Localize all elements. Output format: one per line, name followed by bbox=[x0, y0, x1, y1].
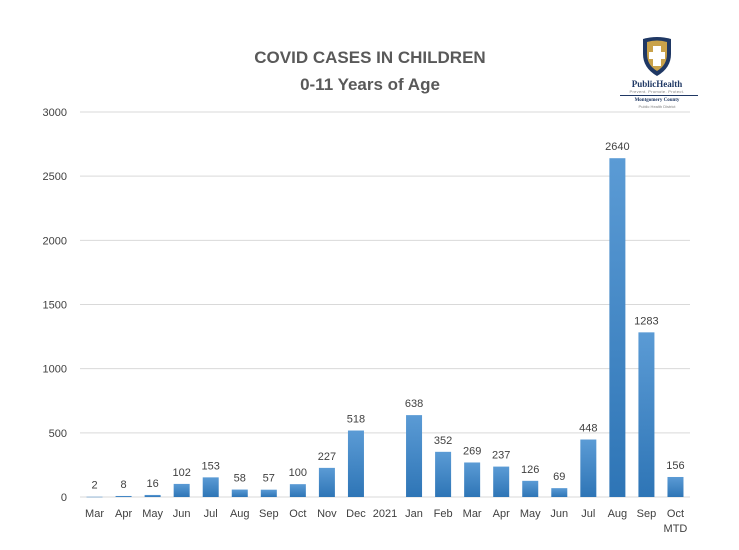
x-tick-label: Aug bbox=[230, 508, 250, 520]
bar bbox=[551, 488, 568, 497]
data-label: 448 bbox=[579, 423, 597, 435]
logo-district: Public Health District bbox=[638, 104, 676, 109]
data-label: 102 bbox=[172, 467, 190, 479]
chart-title-line1: COVID CASES IN CHILDREN bbox=[254, 48, 486, 67]
x-tick-label: Sep bbox=[259, 508, 279, 520]
x-tick-label: May bbox=[520, 508, 541, 520]
x-tick-label: Mar bbox=[85, 508, 104, 520]
x-tick-label: 2021 bbox=[373, 508, 397, 520]
bar bbox=[435, 451, 452, 497]
bar bbox=[493, 466, 510, 497]
y-axis-ticks: 0 500 1000 1500 2000 2500 3000 bbox=[43, 107, 67, 504]
data-label: 227 bbox=[318, 451, 336, 463]
bar bbox=[638, 332, 655, 497]
bar bbox=[464, 462, 481, 497]
x-tick-label: Oct bbox=[289, 508, 306, 520]
x-tick-label: Mar bbox=[463, 508, 482, 520]
bar bbox=[347, 430, 364, 497]
data-label: 153 bbox=[202, 460, 220, 472]
gridlines bbox=[80, 111, 690, 498]
data-label: 638 bbox=[405, 398, 423, 410]
x-tick-label: Apr bbox=[115, 508, 132, 520]
x-tick-sublabel: MTD bbox=[664, 523, 688, 535]
bar bbox=[144, 494, 161, 497]
chart-title-line2: 0-11 Years of Age bbox=[300, 75, 440, 94]
x-tick-label: May bbox=[142, 508, 163, 520]
y-tick-label: 2000 bbox=[43, 235, 67, 247]
data-label: 100 bbox=[289, 467, 307, 479]
data-label: 69 bbox=[553, 471, 565, 483]
x-tick-label: Sep bbox=[637, 508, 657, 520]
data-label: 8 bbox=[121, 479, 127, 491]
data-label: 1283 bbox=[634, 315, 658, 327]
logo-divider bbox=[620, 95, 698, 96]
data-label: 126 bbox=[521, 464, 539, 476]
data-label: 58 bbox=[234, 473, 246, 485]
x-tick-label: Jun bbox=[550, 508, 568, 520]
bar bbox=[609, 158, 626, 497]
bar bbox=[260, 489, 277, 497]
bar bbox=[202, 477, 219, 497]
x-tick-label: Apr bbox=[493, 508, 510, 520]
logo-tagline: Prevent. Promote. Protect. bbox=[629, 89, 685, 94]
logo-county: Montgomery County bbox=[634, 98, 680, 103]
x-tick-label: Jun bbox=[173, 508, 191, 520]
x-tick-label: Aug bbox=[608, 508, 628, 520]
bar bbox=[86, 496, 103, 498]
logo-name: PublicHealth bbox=[631, 79, 683, 89]
bar bbox=[289, 484, 306, 497]
shield-cross-icon bbox=[643, 37, 671, 76]
x-tick-label: Nov bbox=[317, 508, 337, 520]
data-label: 352 bbox=[434, 435, 452, 447]
y-tick-label: 500 bbox=[49, 428, 67, 440]
x-axis-ticks: Mar Apr May Jun Jul Aug Sep Oct Nov Dec 2021 Jan Feb… bbox=[85, 508, 687, 535]
data-label: 57 bbox=[263, 473, 275, 485]
y-tick-label: 0 bbox=[61, 492, 67, 504]
x-tick-label: Jul bbox=[204, 508, 218, 520]
data-label: 518 bbox=[347, 414, 365, 426]
y-tick-label: 3000 bbox=[43, 107, 67, 119]
x-tick-label: Dec bbox=[346, 508, 366, 520]
data-labels: 2 8 16 102 153 58 57 100 227 518 638 352 269 237 126 69… bbox=[91, 141, 684, 492]
x-tick-label: Jan bbox=[405, 508, 423, 520]
bars bbox=[86, 158, 684, 498]
y-tick-label: 1500 bbox=[43, 300, 67, 312]
bar bbox=[231, 489, 248, 497]
bar bbox=[580, 439, 597, 497]
x-tick-label: Jul bbox=[581, 508, 595, 520]
x-tick-label: Feb bbox=[434, 508, 453, 520]
data-label: 2640 bbox=[605, 141, 629, 153]
y-tick-label: 2500 bbox=[43, 171, 67, 183]
data-label: 269 bbox=[463, 445, 481, 457]
y-tick-label: 1000 bbox=[43, 364, 67, 376]
public-health-logo: PublicHealth Prevent. Promote. Protect. … bbox=[612, 36, 702, 116]
bar bbox=[522, 480, 539, 497]
data-label: 2 bbox=[91, 480, 97, 492]
bar bbox=[115, 495, 132, 497]
bar bbox=[667, 476, 684, 497]
bar bbox=[173, 483, 190, 497]
bar bbox=[406, 415, 423, 497]
data-label: 156 bbox=[666, 460, 684, 472]
data-label: 16 bbox=[146, 478, 158, 490]
x-tick-label: Oct bbox=[667, 508, 684, 520]
bar bbox=[318, 467, 335, 497]
data-label: 237 bbox=[492, 450, 510, 462]
